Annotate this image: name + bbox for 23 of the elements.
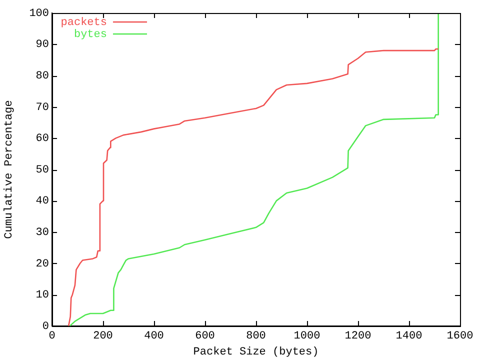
x-tick-label: 600 (195, 330, 215, 343)
x-tick-label: 800 (246, 330, 266, 343)
y-tick-label: 50 (36, 164, 49, 176)
text: packets (60, 16, 107, 29)
y-tick-label: 60 (36, 133, 49, 146)
legend-label: bytes (74, 28, 107, 41)
x-tick-label: 400 (144, 330, 164, 343)
x-axis-title: Packet Size (bytes) (193, 346, 319, 358)
y-tick-label: 0 (42, 320, 49, 333)
y-axis-title: Cumulative Percentage (4, 100, 16, 239)
y-tick-label: 40 (36, 196, 49, 208)
x-tick-label: 1000 (294, 330, 320, 343)
y-tick-label: 100 (29, 8, 49, 20)
y-tick-label: 80 (36, 70, 49, 83)
y-tick-label: 90 (36, 39, 49, 52)
y-tick-label: 30 (36, 227, 49, 240)
y-tick-label: 20 (36, 258, 49, 270)
x-tick-label: 1600 (446, 330, 474, 343)
x-tick-label: 200 (93, 330, 113, 343)
y-tick-label: 70 (36, 102, 49, 114)
x-tick-label: 1200 (344, 330, 372, 343)
y-tick-label: 10 (36, 290, 49, 302)
x-tick-label: 1400 (396, 330, 422, 343)
